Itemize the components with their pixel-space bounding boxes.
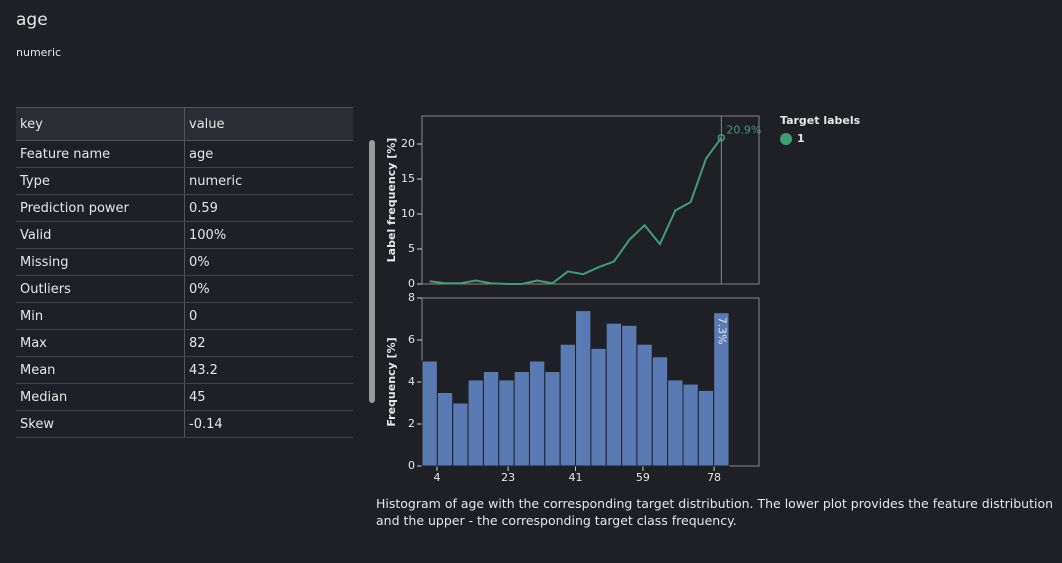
table-row: Feature name age xyxy=(16,140,353,168)
x-tick-label: 41 xyxy=(569,471,583,484)
key-cell: Skew xyxy=(16,410,185,438)
table-body: Feature name age Type numeric Prediction pow… xyxy=(16,140,353,438)
table-row: Skew -0.14 xyxy=(16,410,353,438)
bar xyxy=(605,322,623,467)
bar xyxy=(667,379,684,467)
key-cell: Prediction power xyxy=(16,194,185,222)
line-series xyxy=(429,137,723,285)
header-row: key value xyxy=(16,107,353,141)
bar-label: 7.3% xyxy=(715,317,728,345)
y-tick-label: 8 xyxy=(408,291,415,304)
scrollbar[interactable] xyxy=(369,140,375,403)
bar xyxy=(636,343,653,467)
key-cell: Mean xyxy=(16,356,185,384)
bar xyxy=(482,371,500,467)
y-tick-label: 6 xyxy=(408,333,415,346)
bar xyxy=(559,343,577,467)
bar xyxy=(436,392,454,467)
bar xyxy=(528,360,546,467)
y-axis-label: Label frequency [%] xyxy=(385,138,398,263)
legend-marker xyxy=(780,133,792,145)
value-cell: age xyxy=(184,140,353,168)
legend-label: 1 xyxy=(797,132,805,145)
key-cell: Min xyxy=(16,302,185,330)
value-cell: 82 xyxy=(184,329,353,357)
bar xyxy=(590,347,607,467)
column-header: value xyxy=(184,107,353,141)
table-row: Valid 100% xyxy=(16,221,353,249)
key-cell: Type xyxy=(16,167,185,195)
value-cell: 0.59 xyxy=(184,194,353,222)
table-row: Missing 0% xyxy=(16,248,353,276)
bar xyxy=(621,324,638,467)
y-tick-label: 2 xyxy=(408,417,415,430)
key-cell: Valid xyxy=(16,221,185,249)
feature-type: numeric xyxy=(16,46,62,59)
legend-title: Target labels xyxy=(780,114,861,127)
value-cell: 0% xyxy=(184,248,353,276)
y-axis-label: Frequency [%] xyxy=(385,337,398,426)
bar xyxy=(544,371,561,467)
value-cell: 0 xyxy=(184,302,353,330)
y-tick-label: 15 xyxy=(401,172,415,185)
y-tick-label: 0 xyxy=(408,459,415,472)
bar xyxy=(651,356,669,467)
y-tick-label: 10 xyxy=(401,207,415,220)
bar xyxy=(697,389,715,467)
point-label: 20.9% xyxy=(726,124,761,137)
bar xyxy=(682,383,699,467)
column-header: key xyxy=(16,107,185,141)
key-cell: Max xyxy=(16,329,185,357)
value-cell: 45 xyxy=(184,383,353,411)
value-cell: 43.2 xyxy=(184,356,353,384)
x-tick-label: 59 xyxy=(636,471,650,484)
table-row: Min 0 xyxy=(16,302,353,330)
value-cell: numeric xyxy=(184,167,353,195)
bar xyxy=(467,379,484,467)
value-cell: 0% xyxy=(184,275,353,303)
value-cell: -0.14 xyxy=(184,410,353,438)
key-cell: Feature name xyxy=(16,140,185,168)
table-row: Max 82 xyxy=(16,329,353,357)
y-tick-label: 0 xyxy=(408,277,415,290)
table-row: Type numeric xyxy=(16,167,353,195)
caption: Histogram of age with the corresponding … xyxy=(376,496,1054,528)
x-tick-label: 78 xyxy=(707,471,721,484)
x-tick-label: 23 xyxy=(501,471,515,484)
key-cell: Outliers xyxy=(16,275,185,303)
bar xyxy=(498,379,515,467)
bar xyxy=(513,371,530,467)
y-tick-label: 20 xyxy=(401,137,415,150)
plot-area xyxy=(421,115,760,285)
bar xyxy=(575,310,592,467)
x-tick-label: 4 xyxy=(433,471,440,484)
point xyxy=(717,133,726,142)
feature-title: age xyxy=(16,10,48,30)
table-row: Median 45 xyxy=(16,383,353,411)
y-tick-label: 5 xyxy=(408,242,415,255)
table-row: Outliers 0% xyxy=(16,275,353,303)
value-cell: 100% xyxy=(184,221,353,249)
stats-table: key value Feature name age Type numeric Pred… xyxy=(16,107,353,438)
table-row: Prediction power 0.59 xyxy=(16,194,353,222)
key-cell: Median xyxy=(16,383,185,411)
table-row: Mean 43.2 xyxy=(16,356,353,384)
key-cell: Missing xyxy=(16,248,185,276)
bar xyxy=(713,312,730,467)
bar xyxy=(421,360,438,467)
bar xyxy=(452,402,469,467)
y-tick-label: 4 xyxy=(408,375,415,388)
